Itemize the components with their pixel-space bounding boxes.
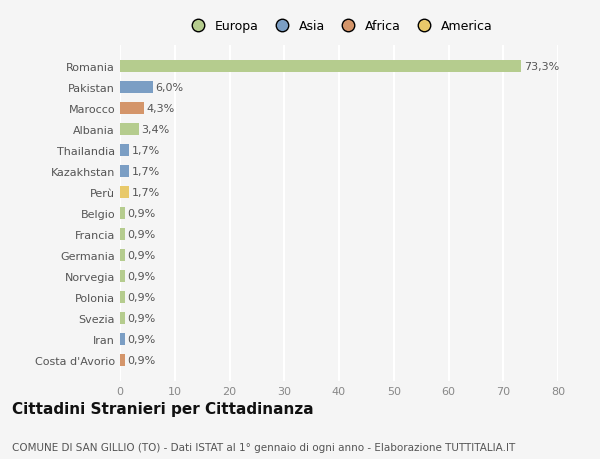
Bar xyxy=(120,82,153,94)
Text: 1,7%: 1,7% xyxy=(132,146,160,156)
Text: 1,7%: 1,7% xyxy=(132,167,160,177)
Bar xyxy=(120,187,130,198)
Bar xyxy=(120,124,139,135)
Text: 0,9%: 0,9% xyxy=(128,250,156,260)
Bar xyxy=(120,61,521,73)
Bar xyxy=(120,354,125,366)
Text: 0,9%: 0,9% xyxy=(128,208,156,218)
Bar xyxy=(120,270,125,282)
Bar xyxy=(120,250,125,261)
Bar xyxy=(120,166,130,177)
Text: COMUNE DI SAN GILLIO (TO) - Dati ISTAT al 1° gennaio di ogni anno - Elaborazione: COMUNE DI SAN GILLIO (TO) - Dati ISTAT a… xyxy=(12,442,515,452)
Bar xyxy=(120,291,125,303)
Bar xyxy=(120,145,130,157)
Text: 73,3%: 73,3% xyxy=(524,62,559,72)
Bar xyxy=(120,313,125,324)
Text: 0,9%: 0,9% xyxy=(128,230,156,239)
Text: 0,9%: 0,9% xyxy=(128,355,156,365)
Text: 0,9%: 0,9% xyxy=(128,313,156,323)
Bar xyxy=(120,207,125,219)
Bar xyxy=(120,229,125,240)
Bar xyxy=(120,333,125,345)
Text: 4,3%: 4,3% xyxy=(146,104,175,114)
Text: Cittadini Stranieri per Cittadinanza: Cittadini Stranieri per Cittadinanza xyxy=(12,401,314,416)
Text: 0,9%: 0,9% xyxy=(128,292,156,302)
Legend: Europa, Asia, Africa, America: Europa, Asia, Africa, America xyxy=(180,15,498,38)
Text: 6,0%: 6,0% xyxy=(155,83,184,93)
Text: 3,4%: 3,4% xyxy=(142,125,170,134)
Bar xyxy=(120,103,143,114)
Text: 0,9%: 0,9% xyxy=(128,334,156,344)
Text: 0,9%: 0,9% xyxy=(128,271,156,281)
Text: 1,7%: 1,7% xyxy=(132,188,160,197)
